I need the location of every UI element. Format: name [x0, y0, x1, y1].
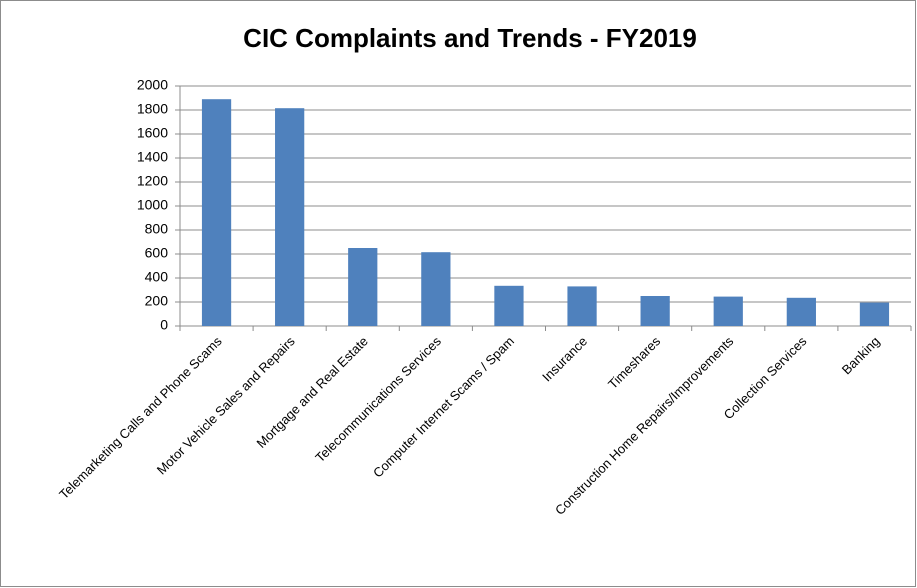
chart-title: CIC Complaints and Trends - FY2019 — [243, 23, 697, 53]
y-tick-label: 800 — [145, 221, 169, 237]
y-tick-label: 1000 — [137, 197, 168, 213]
bar — [567, 286, 597, 326]
bar — [494, 285, 524, 326]
bar — [421, 252, 451, 326]
y-tick-label: 1600 — [137, 125, 168, 141]
bar — [713, 296, 743, 326]
y-tick-label: 400 — [145, 269, 169, 285]
bar — [275, 108, 305, 326]
bar — [786, 297, 816, 326]
bar — [348, 248, 378, 326]
y-tick-label: 0 — [160, 317, 168, 333]
y-tick-label: 600 — [145, 245, 169, 261]
bar — [201, 99, 232, 326]
y-tick-label: 1400 — [137, 149, 168, 165]
y-tick-label: 1800 — [137, 101, 168, 117]
y-tick-label: 1200 — [137, 173, 168, 189]
y-tick-label: 2000 — [137, 77, 168, 93]
y-tick-label: 200 — [145, 293, 169, 309]
bar — [859, 302, 890, 326]
bar — [640, 296, 670, 326]
